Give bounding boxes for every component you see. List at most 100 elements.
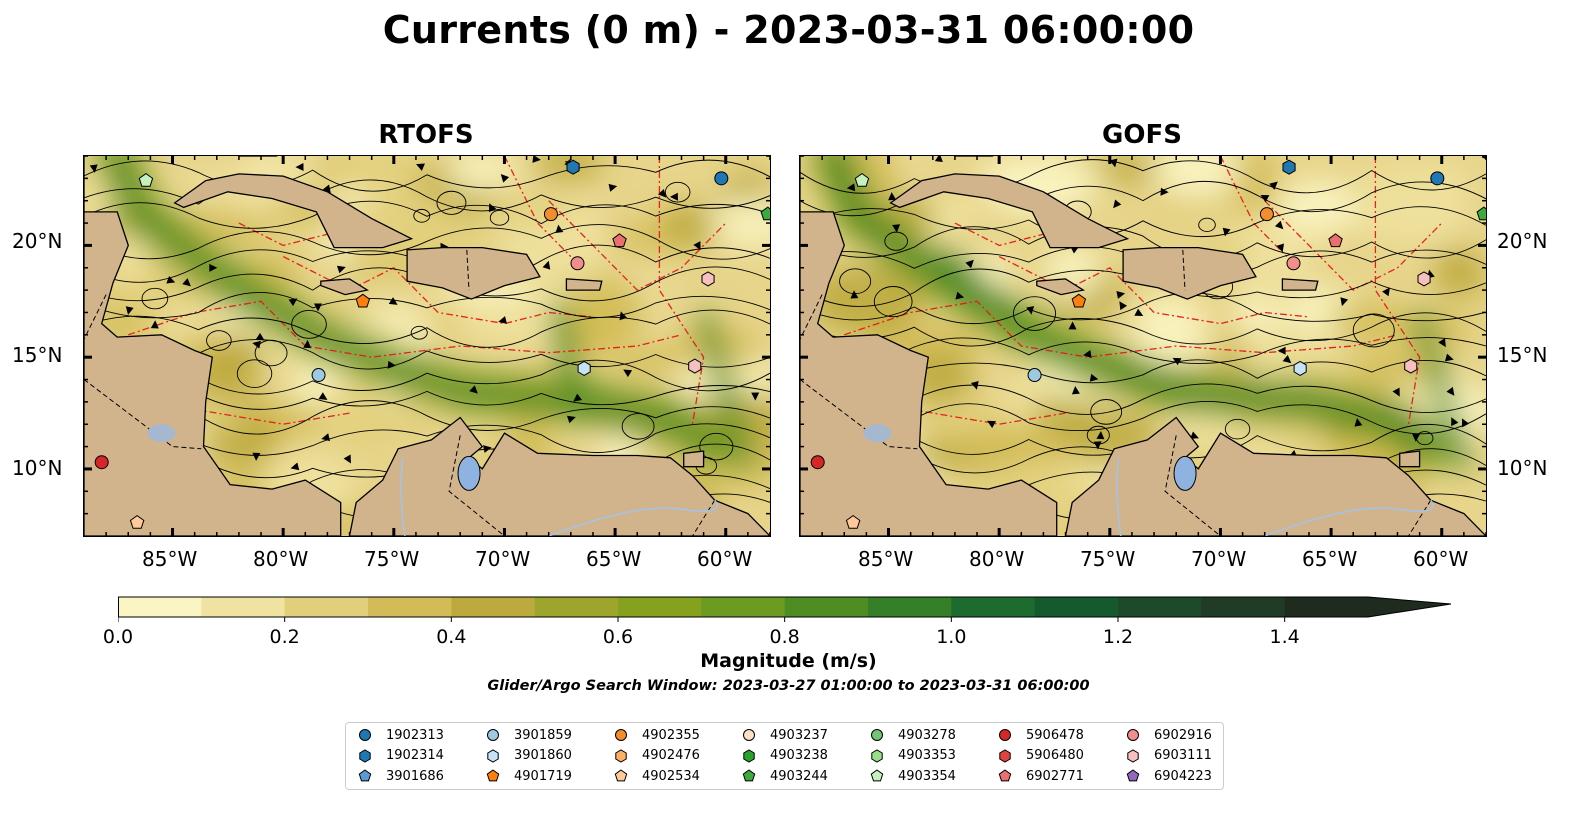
colorbar-tick-label: 0.4 [436,626,467,648]
lon-tick-label: 85°W [142,547,198,571]
legend-item-label: 4903244 [770,768,828,784]
legend-item-label: 3901860 [514,748,572,763]
legend-item-label: 4903237 [770,727,828,743]
float-marker-4901719 [355,293,371,308]
colorbar-segment [868,597,952,617]
legend-item-6902771: 6902771 [998,767,1084,785]
lat-tick-label: 15°N [1497,343,1548,367]
legend-item-3901859: 3901859 [486,726,572,744]
hexagon-marker-icon [615,748,627,763]
circle-marker-icon [871,729,883,741]
colorbar-tick-label: 0.0 [102,626,134,648]
float-marker-4901719 [1071,293,1087,308]
legend-item-label: 3901686 [386,768,444,784]
lon-tick-label: 60°W [697,547,753,571]
circle-marker-icon [615,729,627,741]
legend-item-4903238: 4903238 [742,747,828,765]
colorbar-tick-label: 0.6 [602,626,634,648]
float-marker-4902534 [845,514,861,529]
float-marker-4902355 [1259,207,1274,222]
lat-tick-label: 20°N [12,229,63,253]
float-marker-4902534 [129,514,145,529]
lon-tick-label: 80°W [969,547,1025,571]
circle-marker-icon [743,729,755,741]
colorbar-segment [1118,597,1202,617]
colorbar-segment [534,597,619,617]
current-magnitude-field [800,156,1486,536]
colorbar-label: Magnitude (m/s) [700,650,877,672]
lat-tick-label: 10°N [12,456,63,480]
colorbar-segment [284,597,369,617]
float-legend: 1902313 1902314 3901686 3901859 3901860 49017… [345,722,1224,790]
float-marker-6902916 [1286,256,1301,271]
float-marker-4902355 [543,207,558,222]
legend-item-4903244: 4903244 [742,767,828,785]
float-marker-6903111 [688,358,702,374]
legend-item-label: 4903278 [898,727,956,743]
pentagon-marker-icon [358,769,372,782]
colorbar-segment [951,597,1036,617]
circle-marker-icon [359,729,371,741]
float-marker-5906478 [810,455,825,470]
legend-item-4901719: 4901719 [486,767,572,785]
legend-item-4903237: 4903237 [742,726,828,744]
circle-marker-icon [487,729,499,741]
lon-tick-label: 60°W [1413,547,1469,571]
legend-item-6903111: 6903111 [1126,747,1212,765]
pentagon-marker-icon [614,769,628,782]
legend-item-4903278: 4903278 [870,726,956,744]
legend-item-3901686: 3901686 [358,767,444,785]
pentagon-marker-icon [998,769,1012,782]
float-marker-3901859 [1027,368,1042,383]
hexagon-marker-icon [487,748,499,763]
legend-item-3901860: 3901860 [486,747,572,765]
hexagon-marker-icon [359,748,371,763]
colorbar-segment [784,597,869,617]
pentagon-marker-icon [486,769,500,782]
lon-tick-label: 70°W [1191,547,1247,571]
current-magnitude-field [84,156,770,536]
rtofs-map [83,155,771,537]
legend-item-5906478: 5906478 [998,726,1084,744]
panel-title-rtofs: RTOFS [378,120,474,150]
lat-tick-label: 20°N [1497,229,1548,253]
colorbar-segment [1284,597,1369,617]
legend-item-label: 5906480 [1026,748,1084,763]
lon-tick-label: 75°W [364,547,420,571]
legend-item-label: 4902476 [642,748,700,763]
legend-item-label: 4903238 [770,748,828,763]
legend-item-label: 6902771 [1026,768,1084,784]
pentagon-marker-icon [742,769,756,782]
colorbar-segment [201,597,286,617]
float-marker-3901859 [311,368,326,383]
colorbar-segment [701,597,786,617]
legend-item-label: 4902355 [642,727,700,743]
legend-item-1902313: 1902313 [358,726,444,744]
colorbar-segment [368,597,452,617]
colorbar-tick-label: 0.8 [769,626,800,648]
lat-tick-label: 15°N [12,343,63,367]
float-marker-1902313 [1430,171,1445,186]
colorbar [117,596,1453,628]
legend-item-label: 3901859 [514,727,572,743]
pentagon-marker-icon [870,769,884,782]
colorbar-segment [118,597,202,617]
float-marker-5906478 [94,455,109,470]
float-marker-1902314 [566,159,580,175]
legend-item-label: 4903354 [898,768,956,784]
lon-tick-label: 75°W [1080,547,1136,571]
legend-item-4903354: 4903354 [870,767,956,785]
float-marker-4903244 [760,206,770,221]
search-window-text: Glider/Argo Search Window: 2023-03-27 01… [487,678,1090,694]
hexagon-marker-icon [743,748,755,763]
legend-item-6904223: 6904223 [1126,767,1212,785]
legend-item-5906480: 5906480 [998,747,1084,765]
legend-item-label: 1902314 [386,748,444,763]
lon-tick-label: 85°W [858,547,914,571]
colorbar-segment [618,597,702,617]
float-marker-3901860 [1293,360,1307,376]
float-marker-1902313 [714,171,729,186]
colorbar-tick-label: 1.0 [936,626,967,648]
legend-item-6902916: 6902916 [1126,726,1212,744]
legend-item-label: 6904223 [1154,768,1212,784]
